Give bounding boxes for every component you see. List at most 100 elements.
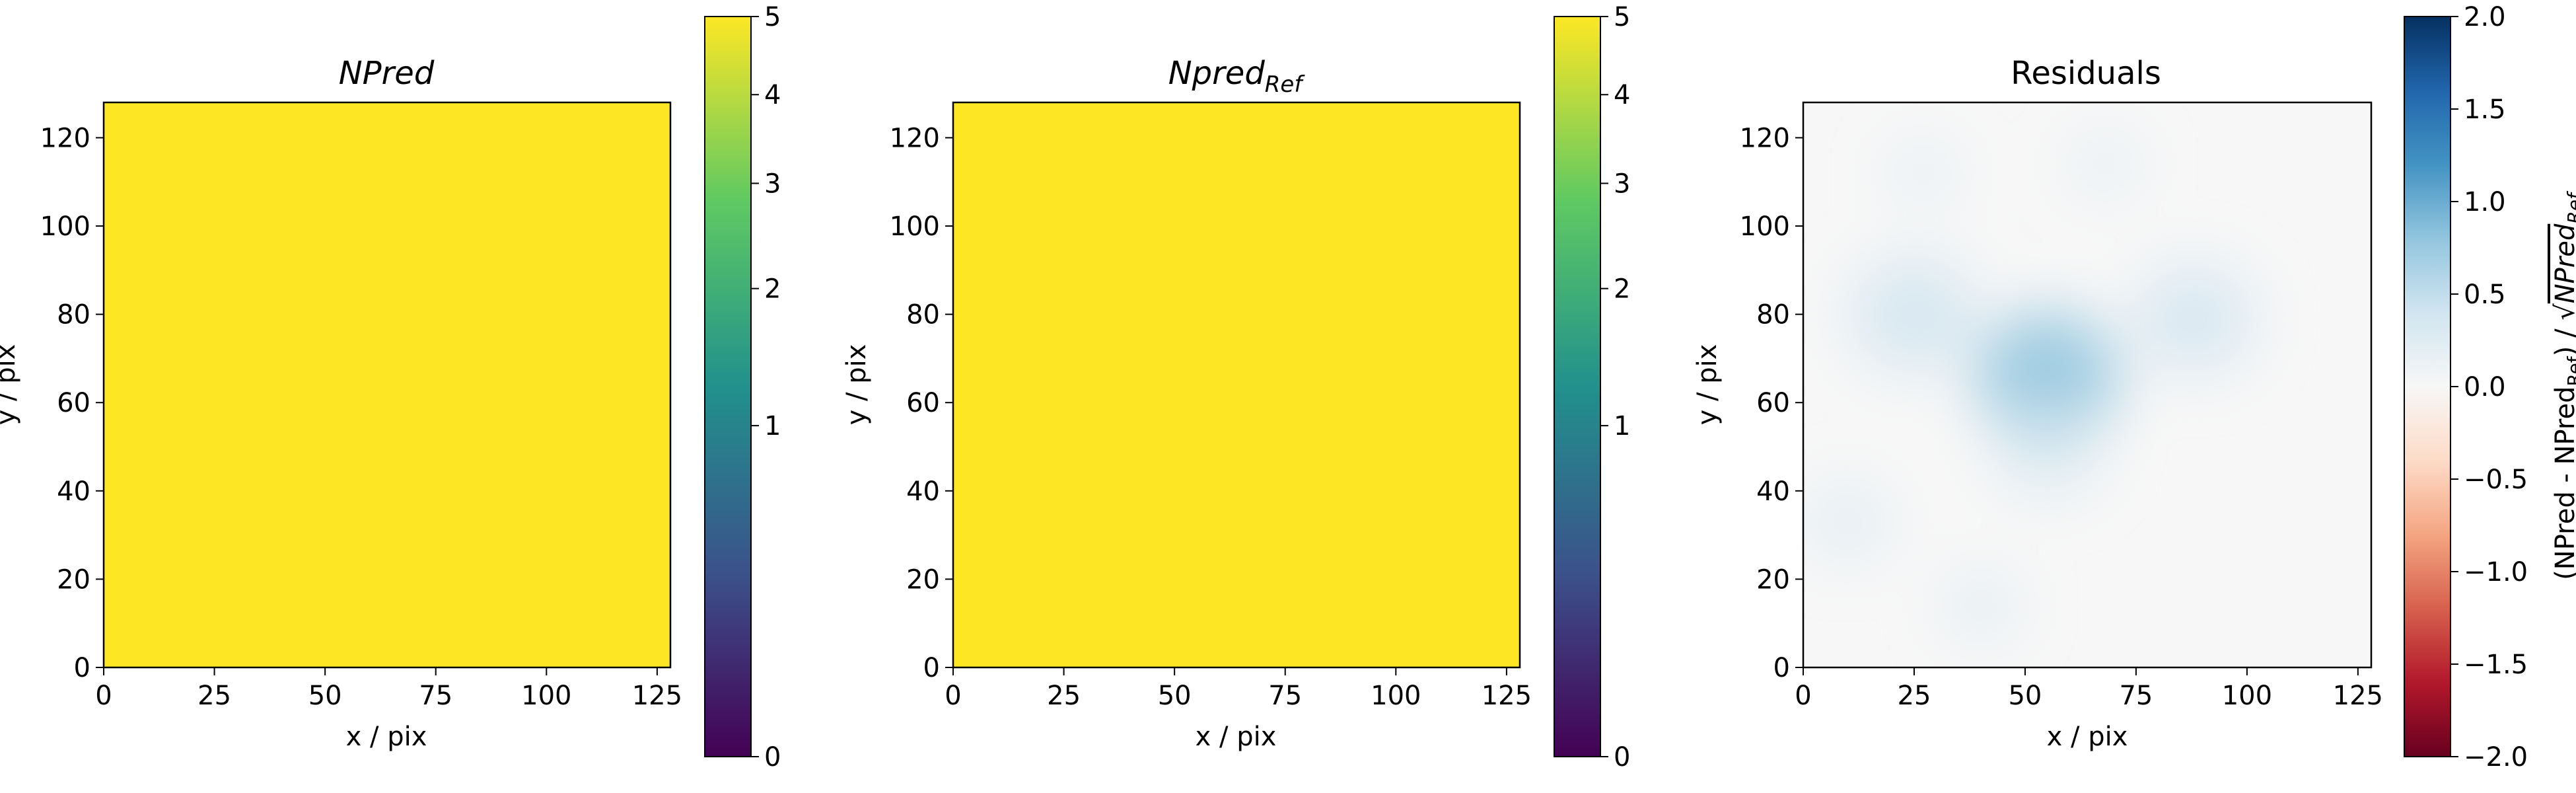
- y-tick-label: 100: [40, 211, 90, 242]
- x-tick-label: 50: [2008, 681, 2042, 711]
- heatmap-npred: [102, 101, 672, 669]
- colorbar-tick-label: 5: [764, 2, 781, 32]
- colorbar-npred: [704, 16, 752, 757]
- colorbar-ticks-npred: 0 1 2 3 4 5: [751, 2, 781, 773]
- y-tick-label: 20: [1756, 564, 1790, 595]
- y-tick-label: 20: [57, 564, 90, 595]
- colorbar-tick-label: 2: [1614, 274, 1630, 305]
- colorbar-tick-label: −1.5: [2464, 650, 2528, 680]
- panel-residuals: Residuals 0 25 50 75 100 125 020406080100120 …: [1692, 2, 2576, 773]
- y-tick-label: 80: [1756, 300, 1790, 330]
- y-tick-label: 0: [1773, 653, 1790, 683]
- y-tick-label: 40: [57, 476, 90, 507]
- residual-blob: [1995, 400, 2100, 494]
- x-tick-label: 25: [1047, 681, 1081, 711]
- y-axis-label-npred-ref: y / pix: [841, 344, 872, 426]
- x-tick-label: 100: [521, 681, 571, 711]
- cb-label-sub2: Ref: [2563, 190, 2576, 224]
- colorbar-ticks-npred-ref: 0 1 2 3 4 5: [1600, 2, 1630, 773]
- heatmap-residuals-frame: [1802, 101, 2373, 669]
- panel-title-npred-ref: NpredRef: [1168, 55, 1306, 98]
- x-tick-label: 100: [1371, 681, 1421, 711]
- x-tick-label: 125: [2333, 681, 2383, 711]
- colorbar-tick-label: 3: [764, 169, 781, 199]
- x-axis-ticks-npred: 0 25 50 75 100 125: [95, 667, 682, 711]
- y-axis-label-residuals: y / pix: [1692, 344, 1723, 426]
- colorbar-tick-label: 5: [1614, 2, 1630, 32]
- colorbar-tick-label: 1.5: [2464, 94, 2506, 125]
- x-tick-label: 25: [1898, 681, 1931, 711]
- y-tick-label: 0: [923, 653, 940, 683]
- x-tick-label: 125: [1482, 681, 1532, 711]
- x-axis-ticks-residuals: 0 25 50 75 100 125: [1795, 667, 2383, 711]
- colorbar-label-residuals: (NPred - NPredRef) / √NPredRef: [2550, 190, 2576, 580]
- y-tick-label: 60: [906, 388, 940, 418]
- y-tick-label: 40: [906, 476, 940, 507]
- y-tick-label: 0: [74, 653, 90, 683]
- colorbar-ticks-residuals: −2.0 −1.5 −1.0 −0.5 0.0 0.5 1.0 1.5 2.0: [2451, 2, 2528, 773]
- panel-title-npred-ref-sub: Ref: [1265, 71, 1306, 98]
- x-tick-label: 75: [1268, 681, 1302, 711]
- x-tick-label: 50: [1158, 681, 1192, 711]
- colorbar-tick-label: 0.0: [2464, 372, 2506, 402]
- x-tick-label: 75: [2119, 681, 2153, 711]
- x-axis-label-residuals: x / pix: [2047, 722, 2128, 752]
- residual-blob: [1977, 313, 2118, 440]
- cb-label-tail: NPred: [2550, 223, 2576, 303]
- residual-blob: [2071, 133, 2139, 195]
- panel-title-npred-ref-main: Npred: [1168, 55, 1266, 92]
- heatmap-residuals-blobs: [1807, 133, 2253, 640]
- colorbar-tick-label: −2.0: [2464, 742, 2528, 773]
- colorbar-residuals: [2404, 16, 2451, 757]
- residual-blob: [2134, 265, 2253, 373]
- y-tick-label: 120: [890, 123, 940, 153]
- heatmap-npred-ref: [952, 101, 1521, 669]
- colorbar-tick-label: 0: [1614, 742, 1630, 773]
- colorbar-tick-label: −0.5: [2464, 465, 2528, 495]
- residual-blob: [1807, 484, 1889, 559]
- y-tick-label: 40: [1756, 476, 1790, 507]
- panel-title-npred: NPred: [339, 55, 435, 92]
- y-tick-label: 100: [1740, 211, 1790, 242]
- colorbar-tick-label: 2.0: [2464, 2, 2506, 32]
- x-tick-label: 50: [308, 681, 342, 711]
- cb-label-a: (NPred - NPred: [2550, 387, 2576, 580]
- x-axis-ticks-npred-ref: 0 25 50 75 100 125: [945, 667, 1532, 711]
- residual-blob: [1851, 257, 1977, 371]
- residual-blob: [1943, 572, 2019, 640]
- x-tick-label: 0: [945, 681, 961, 711]
- colorbar-tick-label: 1: [764, 411, 781, 441]
- colorbar-tick-label: 1.0: [2464, 187, 2506, 217]
- colorbar-tick-label: 4: [1614, 80, 1630, 110]
- y-tick-label: 80: [57, 300, 90, 330]
- y-tick-label: 80: [906, 300, 940, 330]
- x-tick-label: 25: [197, 681, 231, 711]
- colorbar-tick-label: 3: [1614, 169, 1630, 199]
- x-axis-label-npred: x / pix: [346, 722, 427, 752]
- x-tick-label: 100: [2222, 681, 2272, 711]
- y-axis-ticks-npred: 0 20 40 60 80 100 120: [40, 123, 104, 683]
- colorbar-tick-label: 1: [1614, 411, 1630, 441]
- residual-blob: [1889, 142, 1957, 204]
- y-tick-label: 100: [890, 211, 940, 242]
- x-tick-label: 125: [632, 681, 682, 711]
- y-axis-ticks-npred-ref: 0 20 40 60 80 100 120: [890, 123, 953, 683]
- y-tick-label: 60: [1756, 388, 1790, 418]
- colorbar-tick-label: 4: [764, 80, 781, 110]
- colorbar-tick-label: 0.5: [2464, 280, 2506, 310]
- y-tick-label: 120: [1740, 123, 1790, 153]
- panel-title-residuals: Residuals: [2011, 55, 2161, 92]
- x-tick-label: 0: [95, 681, 112, 711]
- colorbar-tick-label: 0: [764, 742, 781, 773]
- y-tick-label: 20: [906, 564, 940, 595]
- y-tick-label: 120: [40, 123, 90, 153]
- y-tick-label: 60: [57, 388, 90, 418]
- y-axis-ticks-residuals: 0 20 40 60 80 100 120: [1740, 123, 1803, 683]
- colorbar-tick-label: 2: [764, 274, 781, 305]
- y-axis-label-npred: y / pix: [0, 344, 21, 426]
- x-tick-label: 75: [419, 681, 452, 711]
- cb-label-mid: ) / √: [2550, 303, 2576, 357]
